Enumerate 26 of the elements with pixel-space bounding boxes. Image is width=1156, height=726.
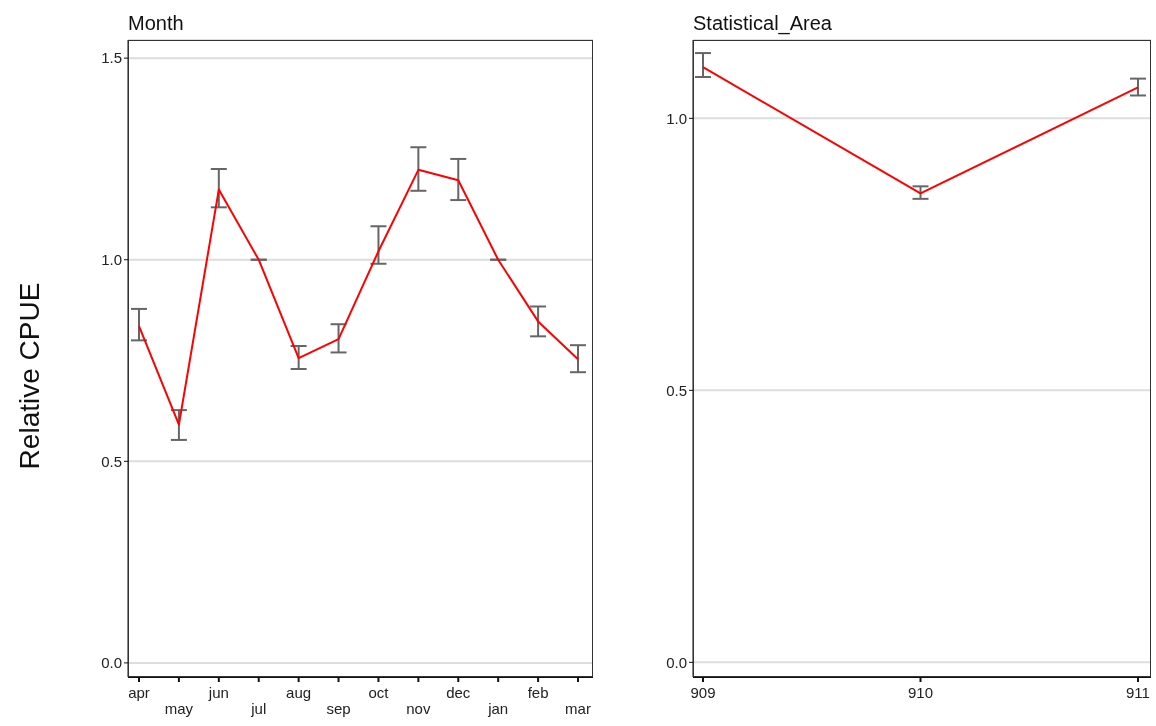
x-tick-label: jul [250, 700, 267, 717]
x-tick-label: apr [128, 684, 150, 701]
y-tick-label: 1.5 [101, 49, 122, 67]
x-tick-label: 910 [907, 684, 934, 701]
y-tick-label: 0.0 [666, 653, 687, 671]
chart-title: Statistical_Area [693, 12, 832, 35]
x-tick-label: feb [527, 684, 549, 701]
x-tick-label: jun [207, 684, 229, 701]
line-series [138, 168, 579, 426]
y-tick-label: 1.0 [101, 251, 122, 269]
x-tick-label: nov [406, 700, 431, 717]
x-tick-label: sep [326, 700, 351, 717]
y-tick-label: 0.5 [666, 381, 687, 399]
x-tick-label: 909 [690, 684, 716, 701]
y-tick-label: 0.5 [101, 452, 122, 470]
x-tick-label: dec [446, 684, 471, 701]
x-tick-label: mar [565, 700, 591, 717]
y-tick-label: 1.0 [666, 109, 687, 127]
x-tick-label: 911 [1126, 684, 1150, 701]
x-tick-label: aug [286, 684, 312, 701]
x-tick-label: oct [368, 684, 390, 701]
y-tick-label: 0.0 [101, 654, 122, 672]
chart-title: Month [128, 12, 184, 35]
y-axis-title: Relative CPUE [14, 281, 46, 472]
x-tick-label: may [164, 700, 194, 717]
x-tick-label: jan [487, 700, 509, 717]
